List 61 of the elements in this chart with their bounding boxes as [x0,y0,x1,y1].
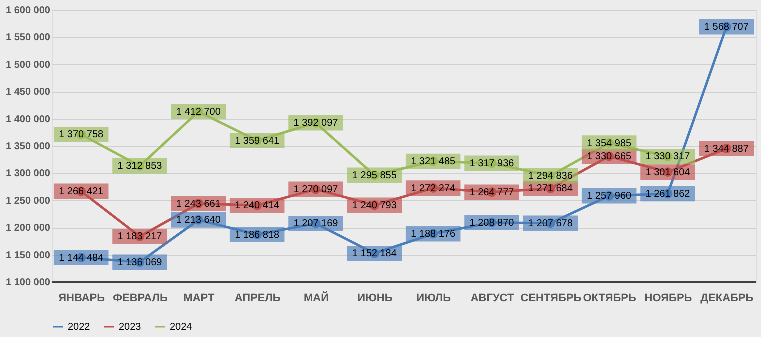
y-tick-label: 1 400 000 [6,114,51,126]
data-label: 1 208 870 [470,218,515,229]
data-label: 1 186 818 [235,230,280,241]
x-tick-label: ИЮЛЬ [416,292,452,304]
data-label: 1 266 421 [59,186,104,198]
data-label: 1 330 665 [587,152,632,163]
y-tick-label: 1 200 000 [6,223,51,234]
data-label: 1 207 169 [294,218,339,230]
data-label: 1 240 414 [235,200,280,212]
data-label: 1 183 217 [118,232,163,243]
data-label: 1 294 836 [528,171,574,182]
data-label: 1 261 862 [646,188,691,200]
data-label: 1 321 485 [411,156,456,168]
data-label: 1 317 936 [470,158,515,170]
data-label: 1 312 853 [118,161,163,172]
y-tick-label: 1 450 000 [6,87,51,98]
x-tick-label: МАЙ [304,292,330,304]
legend-label: 2024 [170,322,193,333]
y-tick-label: 1 500 000 [6,60,51,71]
x-tick-label: ФЕВРАЛЬ [113,292,168,304]
x-tick-label: МАРТ [184,292,215,304]
y-tick-label: 1 250 000 [6,196,51,207]
data-label: 1 392 097 [294,118,339,130]
data-label: 1 188 176 [411,229,456,240]
data-label: 1 136 069 [118,257,163,268]
data-label: 1 301 604 [646,167,691,178]
data-label: 1 270 097 [294,184,339,196]
data-label: 1 359 641 [235,136,280,147]
data-label: 1 152 184 [352,248,398,260]
y-tick-label: 1 350 000 [6,142,51,152]
data-label: 1 207 678 [528,218,574,230]
legend-label: 2022 [68,322,91,333]
x-tick-label: СЕНТЯБРЬ [520,292,582,304]
data-label: 1 568 707 [704,22,750,34]
x-tick-label: ИЮНЬ [358,292,393,304]
data-label: 1 264 777 [470,187,515,198]
x-tick-label: НОЯБРЬ [644,292,692,304]
data-label: 1 344 887 [704,144,750,155]
data-label: 1 354 985 [587,138,632,150]
data-label: 1 243 661 [176,198,222,210]
data-label: 1 144 484 [59,252,104,264]
data-label: 1 257 960 [587,191,632,202]
data-label: 1 271 684 [528,184,574,195]
y-tick-label: 1 550 000 [6,32,51,44]
data-label: 1 213 640 [176,215,222,226]
y-tick-label: 1 100 000 [6,278,51,288]
y-tick-label: 1 150 000 [6,250,51,262]
y-tick-label: 1 300 000 [6,168,51,180]
x-tick-label: АПРЕЛЬ [234,292,281,304]
data-label: 1 240 793 [352,200,398,212]
y-tick-label: 1 600 000 [6,6,51,16]
legend-label: 2023 [119,322,142,333]
data-label: 1 295 855 [352,170,398,182]
x-tick-label: ЯНВАРЬ [58,292,106,304]
x-tick-label: ДЕКАБРЬ [700,292,754,304]
data-label: 1 412 700 [176,106,222,118]
data-label: 1 272 274 [411,183,456,194]
data-label: 1 330 317 [646,152,691,163]
x-tick-label: ОКТЯБРЬ [583,292,637,304]
x-tick-label: АВГУСТ [470,292,514,304]
data-label: 1 370 758 [59,130,104,141]
